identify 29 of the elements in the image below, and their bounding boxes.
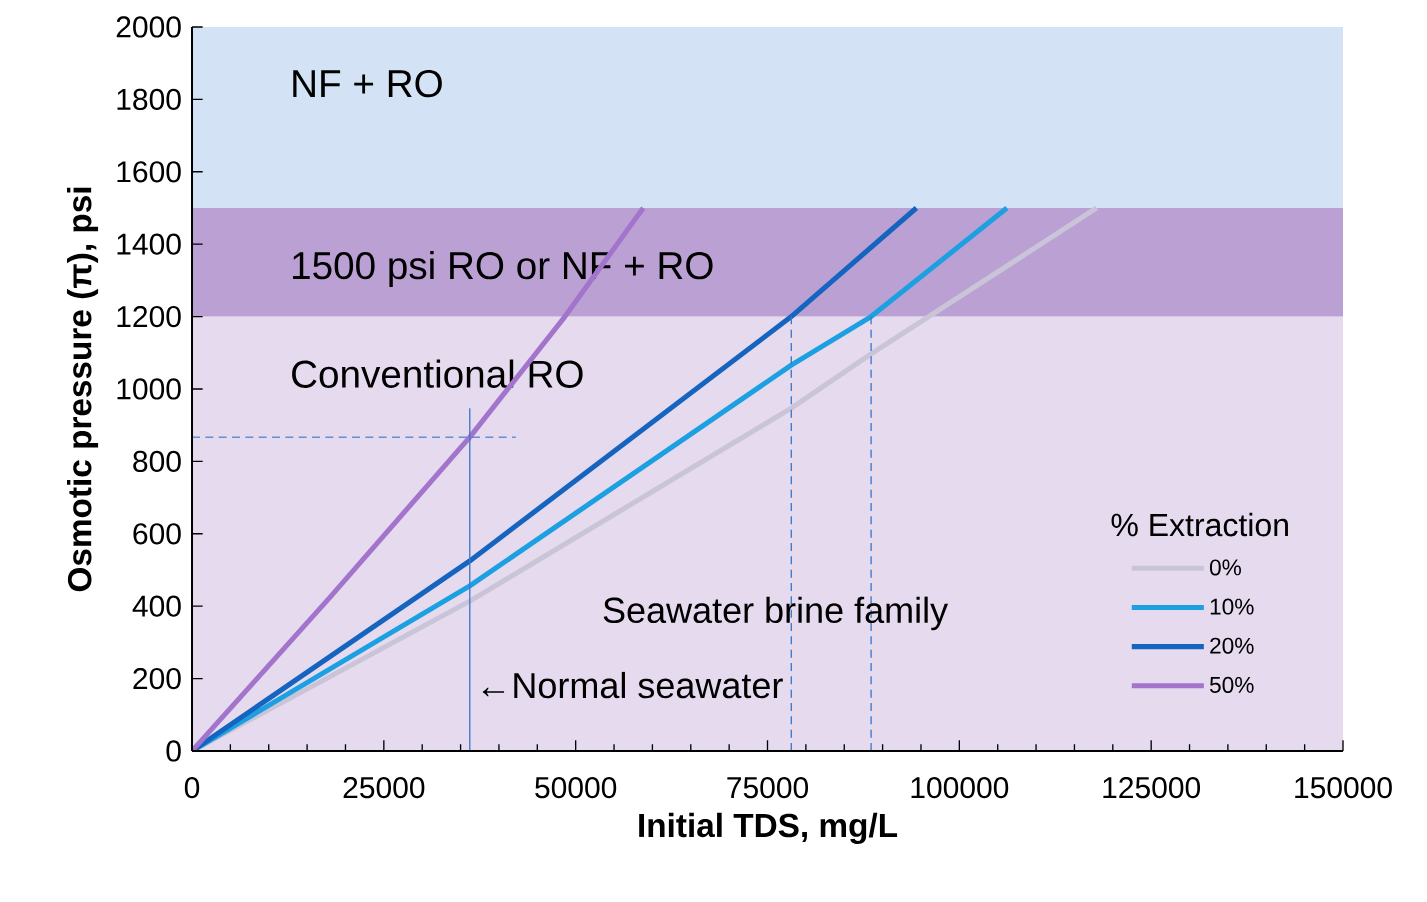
x-tick-label: 75000 <box>727 777 809 799</box>
x-tick-label: 50000 <box>535 777 617 799</box>
y-tick-label: 0 <box>166 740 181 762</box>
y-tick-label: 200 <box>133 667 181 690</box>
y-tick-label: 1600 <box>117 161 181 183</box>
legend-title: % Extraction <box>1111 512 1288 537</box>
legend-label: 20% <box>1210 637 1254 654</box>
y-axis-title: Osmotic pressure (π), psi <box>67 187 99 592</box>
x-tick-label: 25000 <box>343 777 425 799</box>
band-label: NF + RO <box>293 69 442 98</box>
y-tick-label: 600 <box>133 523 181 545</box>
y-tick-label: 800 <box>133 450 181 473</box>
x-tick-label: 150000 <box>1295 777 1392 799</box>
band-label: Conventional RO <box>292 359 583 388</box>
annotation: ←Normal seawater <box>482 671 783 699</box>
y-tick-label: 1000 <box>117 378 181 400</box>
annotation: Seawater brine family <box>603 596 949 631</box>
x-tick-label: 125000 <box>1103 777 1201 799</box>
x-tick-label: 100000 <box>911 777 1009 799</box>
y-tick-label: 400 <box>132 595 181 617</box>
legend-label: 10% <box>1210 598 1254 615</box>
legend-label: 50% <box>1209 676 1254 693</box>
legend-label: 0% <box>1209 559 1241 576</box>
x-axis-title: Initial TDS, mg/L <box>639 812 898 844</box>
y-tick-label: 1400 <box>117 233 181 255</box>
y-tick-label: 2000 <box>116 16 181 38</box>
x-tick-label: 0 <box>184 777 200 799</box>
y-tick-label: 1200 <box>117 305 181 328</box>
y-tick-label: 1800 <box>117 88 181 111</box>
